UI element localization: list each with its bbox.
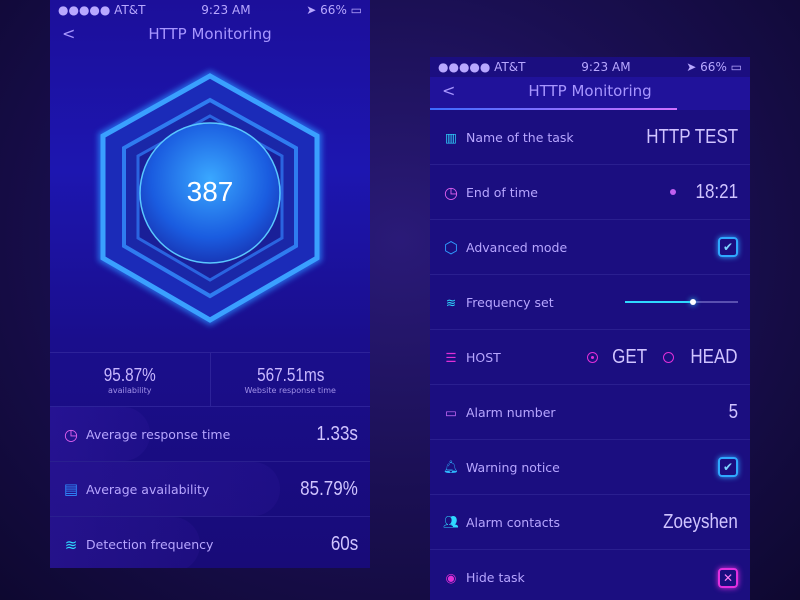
clipboard-icon: ▥ <box>445 129 457 145</box>
server-icon: ☰ <box>445 349 457 365</box>
frequency-row: ≋ Frequency set <box>430 275 750 330</box>
slider-fill <box>625 301 693 303</box>
battery: ➤ 66% ▭ <box>306 3 362 17</box>
availability-stat: 95.87% availability <box>50 353 211 406</box>
warning-notice-checkbox[interactable]: ✔ <box>718 457 738 477</box>
time-dot <box>669 189 676 195</box>
nav-bar: < HTTP Monitoring <box>430 77 750 110</box>
layers-icon: ≋ <box>64 535 78 554</box>
advanced-mode-row: ⬡ Advanced mode ✔ <box>430 220 750 275</box>
radio-head[interactable]: HEAD <box>663 346 738 369</box>
page-title: HTTP Monitoring <box>148 25 272 43</box>
average-availability-row[interactable]: ▤ Average availability 85.79% <box>50 462 370 517</box>
contacts-icon: 👥︎ <box>443 514 459 529</box>
settings-screen: ●●●●● AT&T 9:23 AM ➤ 66% ▭ < HTTP Monito… <box>430 57 750 600</box>
average-response-row[interactable]: ◷ Average response time 1.33s <box>50 407 370 462</box>
alarm-contacts-row[interactable]: 👥︎ Alarm contacts Zoeyshen <box>430 495 750 550</box>
radio-get[interactable]: GET <box>587 346 647 369</box>
warning-notice-row: 🔔︎ Warning notice ✔ <box>430 440 750 495</box>
advanced-mode-checkbox[interactable]: ✔ <box>718 237 738 257</box>
bell-icon: 🔔︎ <box>443 459 459 474</box>
status-bar: ●●●●● AT&T 9:23 AM ➤ 66% ▭ <box>50 0 370 20</box>
end-time-row[interactable]: ◷ End of time 18:21 <box>430 165 750 220</box>
cube-icon: ⬡ <box>444 237 458 257</box>
stats-panel: 95.87% availability 567.51ms Website respo… <box>50 352 370 407</box>
page-title: HTTP Monitoring <box>528 82 652 100</box>
alarm-number-row[interactable]: ▭ Alarm number 5 <box>430 385 750 440</box>
slider-knob[interactable] <box>689 299 696 305</box>
response-time-stat: 567.51ms Website response time <box>244 365 336 395</box>
clock: 9:23 AM <box>201 3 251 17</box>
host-row: ☰ HOST GET HEAD <box>430 330 750 385</box>
status-bar: ●●●●● AT&T 9:23 AM ➤ 66% ▭ <box>438 60 742 74</box>
document-icon: ▤ <box>63 480 79 498</box>
clock-icon: ◷ <box>64 424 78 444</box>
task-name-row[interactable]: ▥ Name of the task HTTP TEST <box>430 110 750 165</box>
nav-bar: < HTTP Monitoring <box>50 20 370 48</box>
hide-task-checkbox[interactable]: ✕ <box>718 567 738 588</box>
eye-icon: ◉ <box>445 570 457 585</box>
clock-icon: ◷ <box>444 182 458 202</box>
carrier: ●●●●● AT&T <box>58 3 146 17</box>
hexagon-gauge: 387 <box>50 48 370 352</box>
frequency-slider[interactable] <box>625 299 738 305</box>
message-icon: ▭ <box>445 404 457 420</box>
monitoring-screen: ●●●●● AT&T 9:23 AM ➤ 66% ▭ < HTTP Monito… <box>50 0 370 568</box>
back-button[interactable]: < <box>62 24 76 43</box>
layers-icon: ≋ <box>445 294 457 310</box>
hide-task-row: ◉ Hide task ✕ <box>430 550 750 600</box>
detection-frequency-row[interactable]: ≋ Detection frequency 60s <box>50 517 370 568</box>
hexagon-graphic <box>98 70 322 326</box>
nav-underline <box>430 108 677 110</box>
back-button[interactable]: < <box>442 81 456 100</box>
count-value: 387 <box>186 176 234 207</box>
